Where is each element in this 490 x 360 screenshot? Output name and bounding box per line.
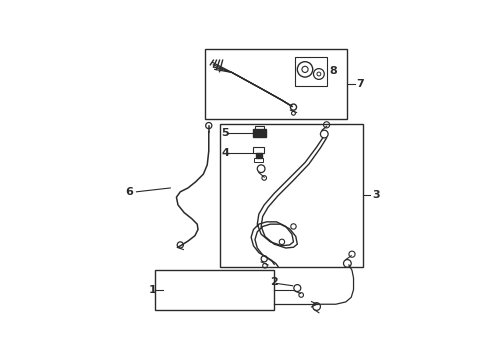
Bar — [220, 124, 363, 266]
Bar — [255, 126, 264, 130]
Text: 2: 2 — [270, 277, 278, 287]
Bar — [256, 153, 262, 158]
Text: 7: 7 — [357, 79, 365, 89]
Text: 5: 5 — [221, 128, 229, 138]
Text: 4: 4 — [221, 148, 229, 158]
Text: 1: 1 — [149, 285, 156, 295]
Bar — [253, 147, 264, 153]
Bar — [253, 130, 266, 137]
Bar — [254, 158, 264, 162]
Bar — [295, 57, 327, 86]
Bar — [155, 270, 274, 310]
Text: 6: 6 — [125, 187, 133, 197]
Text: 8: 8 — [330, 66, 338, 76]
Text: 3: 3 — [372, 190, 380, 200]
Bar — [205, 49, 347, 119]
